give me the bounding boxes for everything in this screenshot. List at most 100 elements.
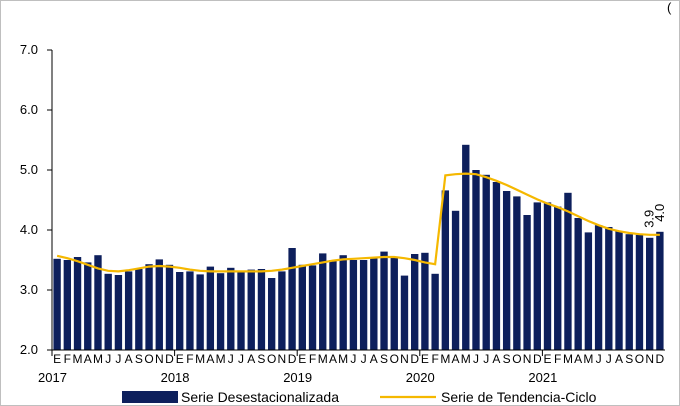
data-label: 4.0 [652, 204, 667, 222]
x-tick-month: S [135, 352, 143, 366]
x-tick-month: E [298, 352, 306, 366]
bar-54 [594, 225, 603, 350]
x-tick-month: O [267, 352, 276, 366]
bar-13 [176, 272, 184, 350]
x-tick-month: E [544, 352, 552, 366]
bar-19 [237, 272, 245, 350]
bar-42 [472, 170, 480, 350]
bar-60 [656, 231, 664, 350]
bar-52 [574, 218, 582, 350]
bar-29 [339, 255, 347, 350]
x-tick-month: J [228, 352, 234, 366]
bar-59 [646, 237, 654, 350]
x-tick-month: M [73, 352, 83, 366]
x-tick-month: D [288, 352, 297, 366]
y-axis-tick-labels: 2.0 3.0 4.0 5.0 6.0 7.0 [20, 42, 38, 357]
x-tick-month: M [338, 352, 348, 366]
x-tick-year: 2018 [161, 370, 190, 385]
bar-10 [145, 264, 153, 350]
x-tick-month: E [53, 352, 61, 366]
axes [47, 49, 665, 356]
bar-28 [329, 260, 337, 350]
bar-11 [155, 259, 163, 350]
x-tick-month: O [512, 352, 521, 366]
bar-53 [584, 232, 593, 350]
y-tick-label: 5.0 [20, 162, 38, 177]
bar-22 [267, 278, 276, 350]
bar-23 [278, 271, 286, 350]
x-tick-month: O [390, 352, 399, 366]
x-tick-month: A [206, 352, 214, 366]
bar-37 [421, 252, 429, 350]
legend-label-bars: Serie Desestacionalizada [181, 389, 339, 405]
x-tick-month: A [370, 352, 378, 366]
x-tick-month: D [656, 352, 665, 366]
x-tick-month: D [410, 352, 419, 366]
bar-45 [502, 191, 511, 350]
x-tick-month: M [563, 352, 573, 366]
legend-swatch-bars [122, 391, 178, 403]
x-tick-year: 2021 [528, 370, 557, 385]
bar-39 [441, 190, 450, 350]
partial-subtitle-text: ( [667, 0, 672, 15]
bar-35 [400, 275, 409, 350]
x-tick-month: M [93, 352, 103, 366]
bar-25 [298, 264, 306, 350]
x-tick-month: E [421, 352, 429, 366]
x-tick-month: F [186, 352, 193, 366]
x-tick-month: J [483, 352, 489, 366]
x-tick-month: M [440, 352, 450, 366]
x-tick-month: A [125, 352, 133, 366]
x-tick-month: A [492, 352, 500, 366]
bar-12 [165, 264, 174, 350]
bar-43 [482, 174, 490, 350]
x-tick-month: J [105, 352, 111, 366]
x-tick-month: S [257, 352, 265, 366]
x-tick-month: J [606, 352, 612, 366]
bar-15 [196, 274, 204, 350]
bar-24 [288, 248, 296, 350]
x-tick-month: N [523, 352, 532, 366]
legend-label-trend: Serie de Tendencia-Ciclo [441, 389, 597, 405]
bar-3 [73, 257, 82, 350]
bar-16 [206, 266, 215, 350]
bar-20 [247, 269, 255, 350]
bar-2 [63, 260, 72, 350]
trend-line [56, 172, 660, 273]
bar-18 [227, 267, 235, 350]
bar-57 [625, 234, 633, 350]
bar-series [53, 144, 664, 350]
x-tick-month: F [64, 352, 71, 366]
bar-55 [605, 227, 613, 350]
bar-26 [308, 265, 317, 350]
x-tick-month: M [318, 352, 328, 366]
bar-49 [543, 202, 552, 350]
x-tick-month: E [176, 352, 184, 366]
bar-48 [533, 202, 541, 350]
bar-1 [53, 258, 61, 350]
bar-7 [114, 275, 123, 350]
bar-41 [462, 144, 470, 350]
y-tick-label: 7.0 [20, 42, 38, 57]
bar-51 [564, 192, 572, 350]
x-tick-month: A [574, 352, 582, 366]
bar-14 [186, 271, 194, 350]
x-tick-month: D [533, 352, 542, 366]
bar-17 [216, 273, 225, 350]
data-label: 3.9 [642, 210, 657, 228]
bar-33 [380, 251, 388, 350]
bar-34 [390, 257, 398, 350]
x-tick-month: S [380, 352, 388, 366]
annotations: 3.94.0 [642, 204, 667, 228]
x-tick-month: A [452, 352, 460, 366]
bar-9 [135, 269, 143, 350]
y-tick-label: 2.0 [20, 342, 38, 357]
x-tick-month: S [503, 352, 511, 366]
bar-44 [492, 182, 501, 350]
x-tick-month: A [615, 352, 623, 366]
bar-38 [431, 273, 439, 350]
x-tick-month: O [635, 352, 644, 366]
x-tick-month: F [309, 352, 316, 366]
